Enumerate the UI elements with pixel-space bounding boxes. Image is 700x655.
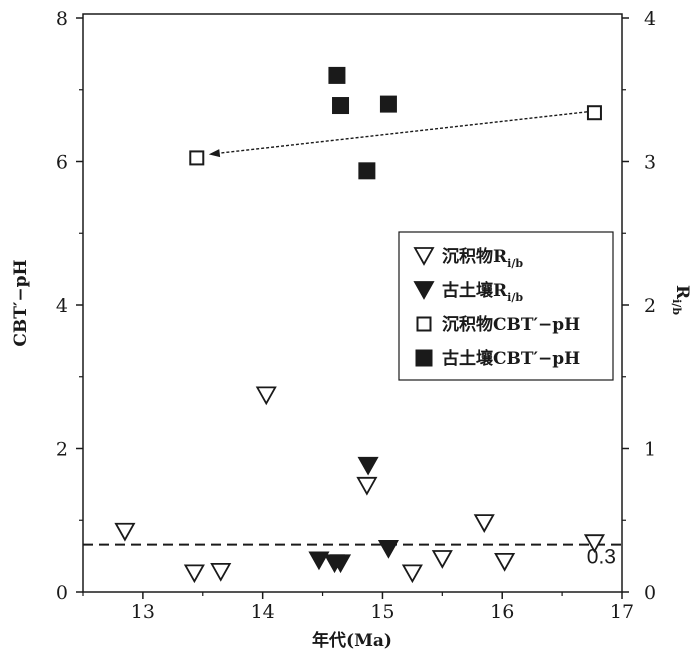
sediment-cbt-point	[586, 105, 602, 121]
x-tick-label: 14	[251, 601, 275, 623]
trend-arrow	[219, 110, 593, 154]
sediment-rib-point	[401, 564, 423, 584]
right-y-tick-label: 1	[644, 439, 656, 461]
x-tick-label: 13	[131, 601, 155, 623]
data-markers	[114, 66, 605, 584]
axis-ticks: 13 14 15 16 17 0 2 4 6 8 0 1 2 3 4	[56, 8, 656, 623]
paleosol-cbt-point	[328, 66, 346, 84]
legend-sediment-rib-text: 沉积物R	[442, 246, 508, 267]
legend-paleosol-rib-marker	[413, 281, 435, 300]
right-y-axis-title-main: R	[672, 285, 692, 300]
left-y-axis-title: CBT′−pH	[11, 259, 31, 346]
threshold-label: 0.3	[587, 546, 616, 569]
x-tick-label: 17	[610, 601, 634, 623]
left-y-tick-label: 6	[56, 152, 68, 174]
paleosol-rib-point	[308, 551, 330, 571]
x-tick-label: 15	[370, 601, 394, 623]
legend-sediment-rib-label: 沉积物Ri/b	[442, 246, 523, 270]
paleosol-rib-point	[329, 554, 352, 574]
plot-frame	[82, 13, 623, 593]
left-y-tick-label: 0	[56, 582, 68, 604]
legend-sediment-cbt-label: 沉积物CBT′−pH	[442, 314, 580, 335]
sediment-rib-point	[114, 522, 136, 542]
left-y-tick-label: 8	[56, 8, 68, 30]
paleosol-rib-point	[357, 456, 379, 476]
sediment-rib-point	[473, 514, 495, 533]
right-y-tick-label: 3	[644, 152, 656, 174]
sediment-rib-point	[356, 476, 378, 496]
legend-sediment-rib-marker	[413, 247, 435, 266]
legend-sediment-rib-subscript: i/b	[507, 257, 523, 270]
right-y-tick-label: 0	[644, 582, 656, 604]
plot-area	[82, 13, 623, 593]
sediment-rib-point	[431, 550, 453, 569]
threshold-layer: 0.3	[83, 543, 622, 569]
legend-paleosol-rib-text: 古土壤R	[442, 280, 508, 301]
legend-paleosol-cbt-label: 古土壤CBT′−pH	[442, 348, 580, 369]
legend-paleosol-rib-subscript: i/b	[507, 291, 523, 304]
legend-sediment-cbt-marker	[416, 316, 432, 332]
paleosol-rib-point	[377, 540, 399, 559]
sediment-rib-point	[255, 386, 277, 406]
sediment-rib-point	[494, 552, 516, 572]
arrow-layer	[208, 110, 593, 158]
left-y-tick-label: 2	[56, 439, 68, 461]
legend-sediment-cbt-text: 沉积物CBT′−pH	[442, 314, 580, 335]
legend-paleosol-cbt-text: 古土壤CBT′−pH	[442, 348, 580, 369]
trend-arrow-head	[208, 149, 221, 158]
sediment-rib-point	[183, 564, 205, 584]
legend-paleosol-rib-label: 古土壤Ri/b	[442, 280, 523, 304]
right-y-tick-label: 2	[644, 295, 656, 317]
right-y-axis-title: Ri/b	[670, 285, 692, 315]
x-tick-label: 16	[490, 601, 514, 623]
paleosol-cbt-point	[358, 162, 376, 180]
left-y-tick-label: 4	[56, 295, 68, 317]
legend-paleosol-cbt-marker	[415, 349, 433, 367]
legend-box	[398, 231, 614, 381]
right-y-axis-title-sub: i/b	[670, 299, 683, 315]
paleosol-cbt-point	[332, 97, 350, 115]
x-axis-title: 年代(Ma)	[312, 630, 392, 651]
right-y-tick-label: 4	[644, 8, 656, 30]
sediment-cbt-point	[189, 150, 205, 166]
paleosol-cbt-point	[379, 95, 397, 113]
sediment-rib-point	[210, 563, 232, 582]
sediment-rib-point	[583, 534, 605, 554]
